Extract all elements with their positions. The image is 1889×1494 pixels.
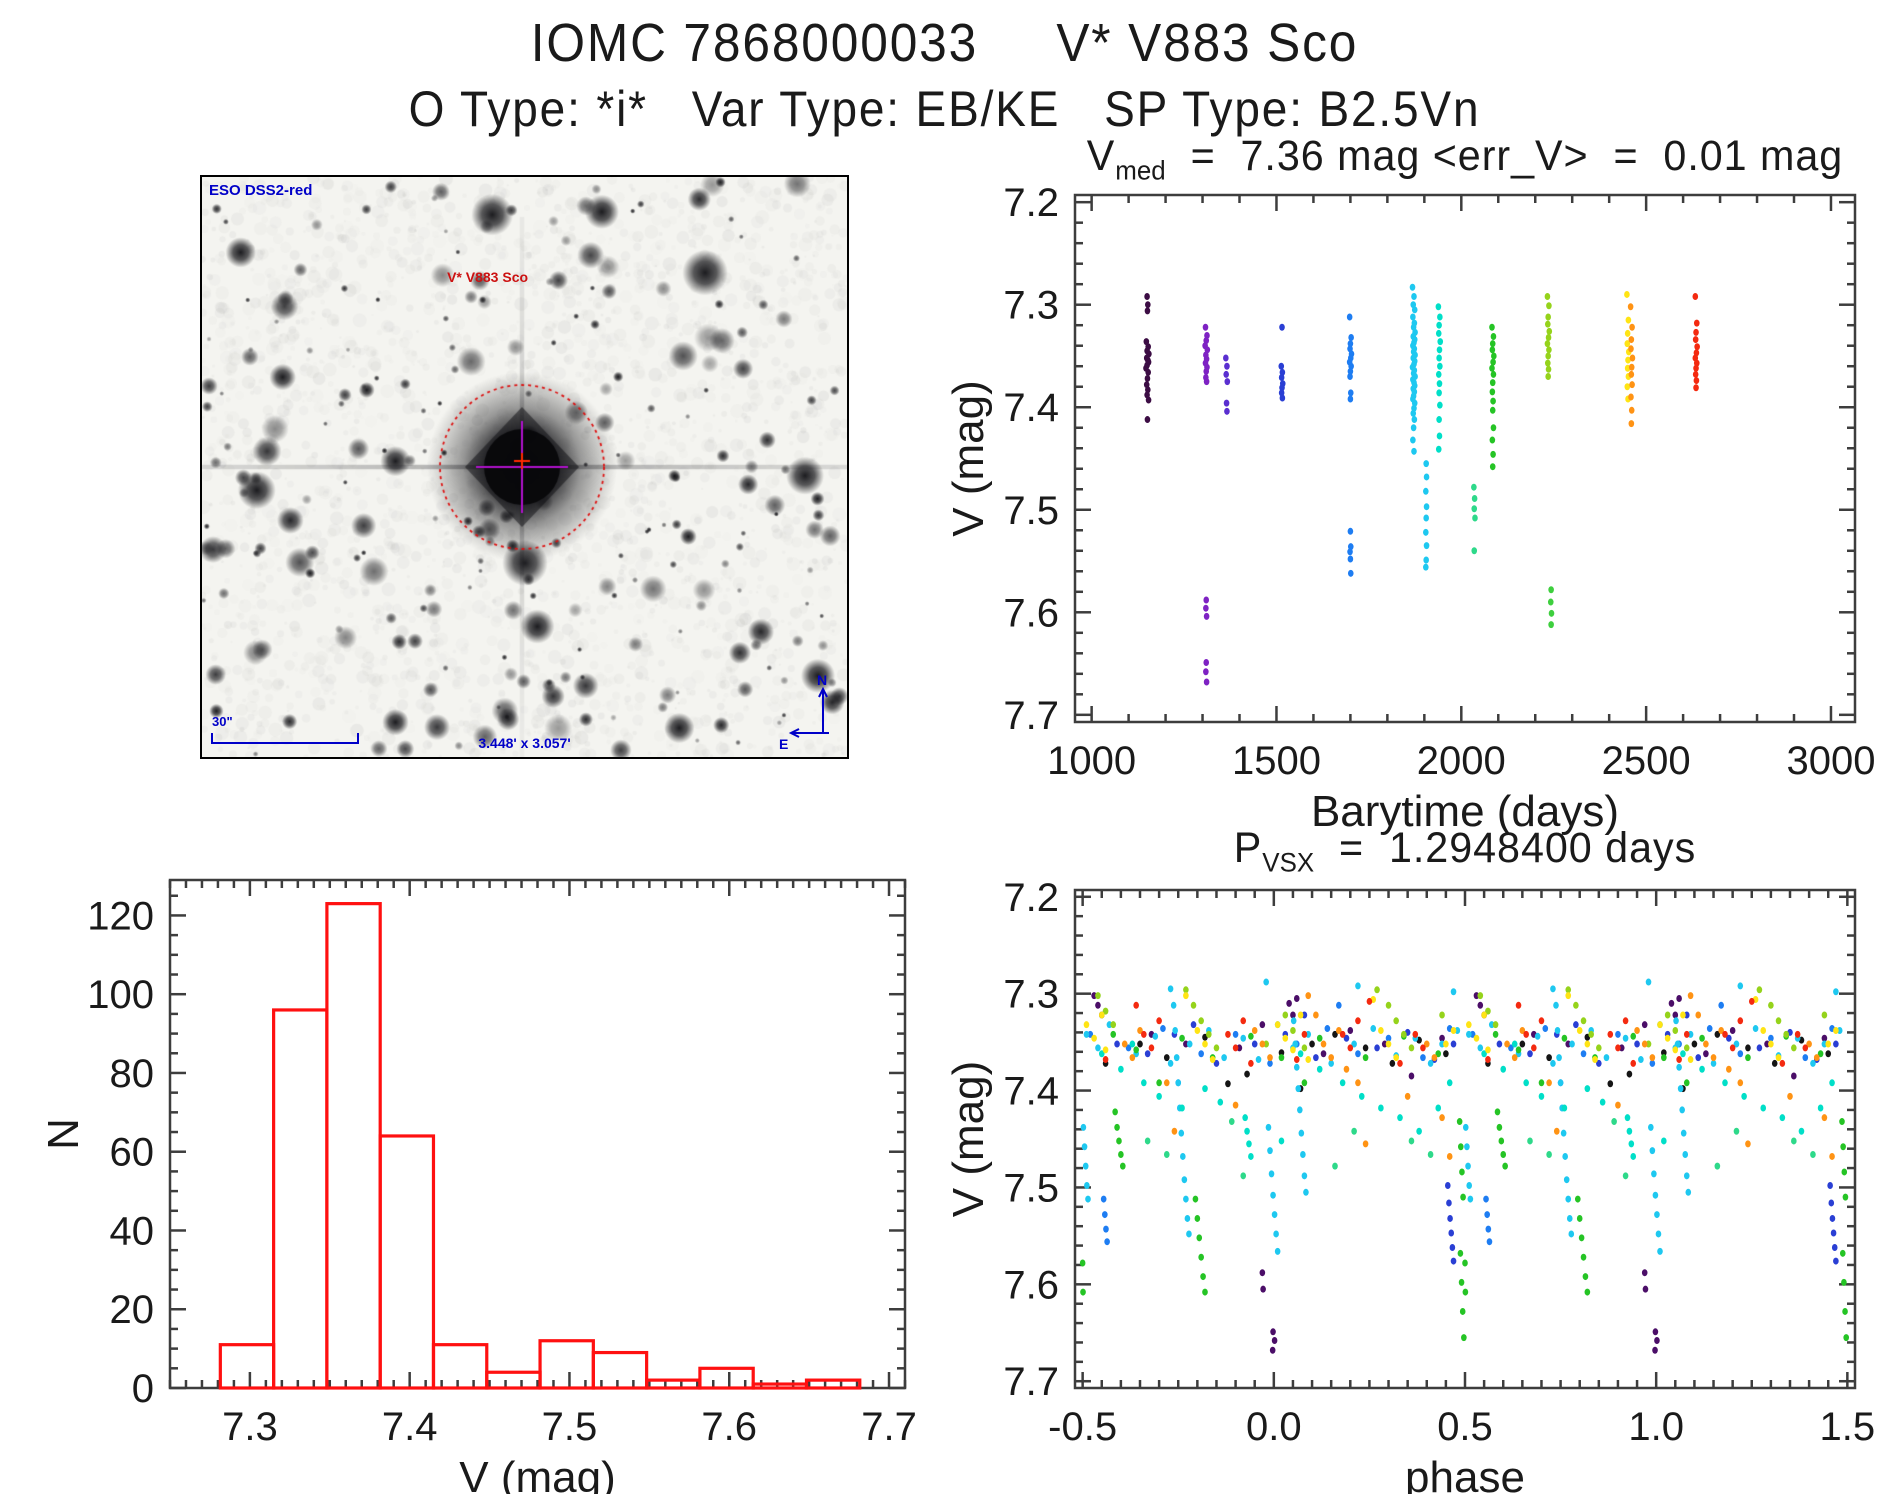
phase-ytick-label: 7.4 <box>1003 1070 1059 1114</box>
page-subtitle: O Type: *i* Var Type: EB/KE SP Type: B2.… <box>408 81 1481 137</box>
barytime-title-main: V <box>1086 132 1116 180</box>
vhist-bar <box>591 1350 649 1390</box>
phase-plot-title: PVSX = 1.2948400 days <box>1057 824 1873 879</box>
vhist-ytick-label: 120 <box>87 894 154 938</box>
vhist-ytick-label: 0 <box>132 1367 154 1411</box>
compass-east-arrowhead <box>788 728 800 738</box>
page-title: IOMC 7868000033 V* V883 Sco <box>530 13 1359 73</box>
vhist-xtick-label: 7.4 <box>382 1405 438 1449</box>
barytime-xtick-label: 2000 <box>1417 739 1506 783</box>
barytime-ytick-label: 7.3 <box>1003 284 1059 328</box>
barytime-title-rest: = 7.36 mag <err_V> = 0.01 mag <box>1165 132 1844 180</box>
vhist-xaxis-title: V (mag) <box>459 1453 615 1494</box>
phase-xtick-label: -0.5 <box>1048 1405 1117 1449</box>
barytime-ytick-label: 7.2 <box>1003 181 1059 225</box>
barytime-xtick-label: 1500 <box>1232 739 1321 783</box>
phase-ytick-label: 7.3 <box>1003 973 1059 1017</box>
vhist-xtick-label: 7.5 <box>542 1405 598 1449</box>
barytime-ytick-label: 7.5 <box>1003 489 1059 533</box>
vhist-bar <box>698 1366 755 1390</box>
barytime-xtick-label: 3000 <box>1786 739 1875 783</box>
vhist-bar <box>431 1343 489 1390</box>
compass-north-label: N <box>817 672 827 688</box>
finder-chart-panel: ESO DSS2-red V* V883 Sco 30" 3.448' x 3.… <box>200 175 849 759</box>
vhist-xtick-label: 7.3 <box>222 1405 278 1449</box>
barytime-axes: 1000 1500 2000 2500 3000 7.2 7.3 7.4 7.5 7.6 7.7 Ba… <box>944 181 1875 836</box>
vhist-ytick-label: 40 <box>110 1209 155 1253</box>
vhist-bar <box>485 1370 542 1390</box>
field-of-view-label: 3.448' x 3.057' <box>478 735 571 751</box>
barytime-ytick-label: 7.7 <box>1003 694 1059 738</box>
phase-xaxis-title: phase <box>1405 1453 1525 1494</box>
barytime-plot-title: Vmed = 7.36 mag <err_V> = 0.01 mag <box>1057 132 1873 187</box>
vhist-bar <box>804 1378 862 1390</box>
vhist-axes: 7.3 7.4 7.5 7.6 7.7 0 20 40 60 80 100 120 V (mag) N <box>39 878 917 1494</box>
compass-east-label: E <box>779 736 788 751</box>
phase-xtick-label: 0.0 <box>1246 1405 1302 1449</box>
barytime-ytick-label: 7.6 <box>1003 591 1059 635</box>
barytime-points <box>1143 283 1700 686</box>
phase-ytick-label: 7.5 <box>1003 1166 1059 1210</box>
phase-ytick-label: 7.7 <box>1003 1360 1059 1404</box>
phase-title-rest: = 1.2948400 days <box>1314 824 1697 872</box>
phase-title-main: P <box>1233 824 1263 872</box>
phase-title-sub: VSX <box>1262 847 1315 878</box>
phase-points <box>1079 978 1850 1354</box>
phase-yaxis-title: V (mag) <box>944 1061 993 1217</box>
vhist-bar <box>378 1134 436 1390</box>
phase-xtick-label: 1.5 <box>1820 1405 1876 1449</box>
compass-north-arrowhead <box>818 686 828 698</box>
vhist-ytick-label: 60 <box>110 1131 155 1175</box>
vhist-bar <box>645 1378 702 1390</box>
phase-xtick-label: 0.5 <box>1437 1405 1493 1449</box>
vhist-ytick-label: 80 <box>110 1052 155 1096</box>
vhist-yaxis-title: N <box>39 1118 88 1150</box>
vhist-xtick-label: 7.7 <box>861 1405 917 1449</box>
vhist-bar <box>272 1008 329 1390</box>
phase-ytick-label: 7.2 <box>1003 876 1059 920</box>
target-name-label: V* V883 Sco <box>447 268 529 285</box>
scale-value-label: 30" <box>212 714 233 729</box>
scale-bar <box>211 733 359 744</box>
vhist-bar <box>325 902 382 1390</box>
phase-ytick-label: 7.6 <box>1003 1263 1059 1307</box>
barytime-xtick-label: 2500 <box>1602 739 1691 783</box>
barytime-title-sub: med <box>1115 155 1166 186</box>
survey-label: ESO DSS2-red <box>209 182 313 199</box>
barytime-xtick-label: 1000 <box>1047 739 1136 783</box>
barytime-xaxis-title: Barytime (days) <box>1311 787 1619 836</box>
vhist-bars <box>218 902 862 1390</box>
scale-bar-line <box>211 733 359 744</box>
barytime-ytick-label: 7.4 <box>1003 386 1059 430</box>
vhist-ytick-label: 20 <box>110 1288 155 1332</box>
barytime-yaxis-title: V (mag) <box>944 380 993 536</box>
star-field-image <box>202 177 847 757</box>
compass-icon: N E <box>779 672 829 751</box>
phase-axes: -0.5 0.0 0.5 1.0 1.5 7.2 7.3 7.4 7.5 7.6 7.7 phase V… <box>944 876 1875 1494</box>
vhist-xtick-label: 7.6 <box>701 1405 757 1449</box>
vhist-ytick-label: 100 <box>87 973 154 1017</box>
phase-xtick-label: 1.0 <box>1628 1405 1684 1449</box>
